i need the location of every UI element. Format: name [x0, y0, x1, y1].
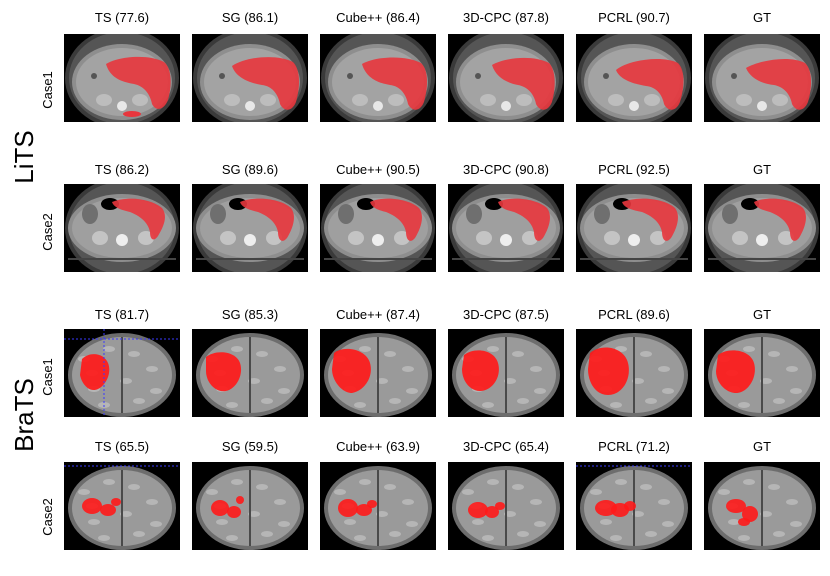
scan-render — [704, 462, 820, 550]
scan-render — [320, 329, 436, 417]
segmentation-image — [448, 462, 564, 550]
segmentation-image — [576, 329, 692, 417]
segmentation-image — [704, 329, 820, 417]
scan-render — [320, 34, 436, 122]
scan-render — [576, 462, 692, 550]
segmentation-image — [576, 34, 692, 122]
method-caption: TS (77.6) — [94, 10, 150, 25]
method-caption: Cube++ (86.4) — [336, 10, 420, 25]
case-label-lits-2: Case2 — [40, 213, 55, 251]
scan-render — [192, 462, 308, 550]
scan-render — [64, 462, 180, 550]
scan-render — [576, 184, 692, 272]
method-caption: 3D-CPC (90.8) — [463, 162, 549, 177]
method-caption: PCRL (90.7) — [598, 10, 670, 25]
method-caption: 3D-CPC (65.4) — [463, 439, 549, 454]
method-caption: 3D-CPC (87.8) — [463, 10, 549, 25]
method-caption: GT — [752, 162, 772, 177]
method-caption: PCRL (92.5) — [598, 162, 670, 177]
segmentation-image — [320, 184, 436, 272]
method-caption: SG (85.3) — [221, 307, 279, 322]
segmentation-image — [704, 184, 820, 272]
case-label-brats-2: Case2 — [40, 498, 55, 536]
segmentation-image — [64, 462, 180, 550]
segmentation-image — [576, 462, 692, 550]
segmentation-image — [192, 184, 308, 272]
method-caption: Cube++ (63.9) — [336, 439, 420, 454]
scan-render — [448, 329, 564, 417]
scan-render — [576, 34, 692, 122]
segmentation-image — [320, 34, 436, 122]
method-caption: PCRL (71.2) — [598, 439, 670, 454]
method-caption: TS (65.5) — [94, 439, 150, 454]
scan-render — [320, 462, 436, 550]
method-caption: SG (89.6) — [221, 162, 279, 177]
method-caption: SG (59.5) — [221, 439, 279, 454]
scan-render — [704, 34, 820, 122]
method-caption: TS (86.2) — [94, 162, 150, 177]
segmentation-image — [64, 34, 180, 122]
scan-render — [64, 329, 180, 417]
segmentation-image — [320, 329, 436, 417]
case-label-lits-1: Case1 — [40, 71, 55, 109]
segmentation-image — [704, 462, 820, 550]
method-caption: TS (81.7) — [94, 307, 150, 322]
method-caption: PCRL (89.6) — [598, 307, 670, 322]
scan-render — [192, 34, 308, 122]
method-caption: Cube++ (87.4) — [336, 307, 420, 322]
dataset-label-lits: LiTS — [9, 130, 39, 184]
segmentation-image — [448, 329, 564, 417]
scan-render — [448, 34, 564, 122]
segmentation-image — [320, 462, 436, 550]
segmentation-image — [192, 329, 308, 417]
scan-render — [192, 329, 308, 417]
segmentation-image — [448, 184, 564, 272]
scan-render — [448, 462, 564, 550]
method-caption: GT — [752, 439, 772, 454]
scan-render — [704, 184, 820, 272]
segmentation-image — [64, 184, 180, 272]
case-label-brats-1: Case1 — [40, 358, 55, 396]
segmentation-image — [448, 34, 564, 122]
segmentation-image — [192, 462, 308, 550]
scan-render — [320, 184, 436, 272]
scan-render — [576, 329, 692, 417]
scan-render — [448, 184, 564, 272]
segmentation-image — [576, 184, 692, 272]
segmentation-image — [704, 34, 820, 122]
method-caption: 3D-CPC (87.5) — [463, 307, 549, 322]
segmentation-image — [64, 329, 180, 417]
method-caption: SG (86.1) — [221, 10, 279, 25]
method-caption: GT — [752, 10, 772, 25]
scan-render — [64, 34, 180, 122]
scan-render — [64, 184, 180, 272]
scan-render — [704, 329, 820, 417]
method-caption: GT — [752, 307, 772, 322]
method-caption: Cube++ (90.5) — [336, 162, 420, 177]
segmentation-image — [192, 34, 308, 122]
scan-render — [192, 184, 308, 272]
dataset-label-brats: BraTS — [9, 378, 39, 452]
